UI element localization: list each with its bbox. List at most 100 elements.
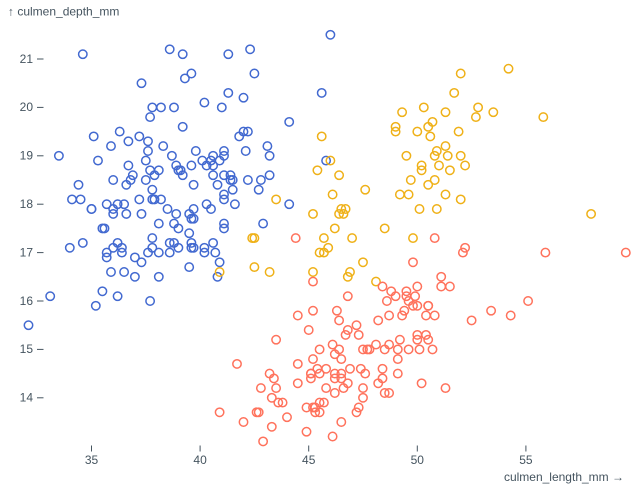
data-point	[394, 189, 405, 200]
data-point	[164, 237, 175, 248]
data-point	[538, 112, 549, 123]
data-point	[153, 218, 164, 229]
data-point	[308, 208, 318, 219]
data-point	[336, 368, 347, 379]
data-point	[314, 344, 325, 355]
data-point	[242, 175, 253, 185]
data-point	[212, 179, 223, 190]
data-point	[145, 296, 156, 306]
data-point	[401, 150, 412, 161]
data-point	[229, 199, 240, 210]
data-point	[264, 267, 275, 277]
data-point	[171, 208, 182, 219]
data-point	[177, 49, 188, 60]
data-point	[258, 218, 269, 229]
data-point	[219, 189, 229, 200]
data-point	[431, 146, 442, 156]
data-point	[373, 315, 384, 326]
data-point	[242, 126, 253, 137]
data-point	[119, 267, 130, 277]
data-point	[208, 170, 219, 181]
data-point	[405, 175, 416, 185]
data-point	[455, 194, 466, 205]
data-point	[308, 276, 318, 287]
y-tick-label: 15	[20, 342, 34, 356]
x-tick-label: 40	[193, 453, 207, 467]
data-point	[423, 334, 434, 345]
data-point	[45, 291, 56, 302]
data-point	[444, 281, 455, 292]
data-point	[440, 141, 451, 152]
data-point	[108, 175, 119, 185]
data-point	[177, 121, 188, 132]
data-point	[381, 296, 392, 306]
data-point	[358, 344, 368, 355]
data-point	[153, 247, 164, 258]
data-point	[358, 392, 368, 403]
data-point	[620, 247, 631, 258]
blue-series	[23, 29, 336, 331]
data-point	[345, 267, 355, 277]
data-point	[316, 87, 327, 98]
data-point	[390, 126, 401, 137]
data-point	[429, 150, 440, 161]
data-point	[153, 165, 164, 176]
data-point	[123, 160, 134, 171]
data-point	[460, 242, 471, 253]
data-point	[227, 184, 238, 195]
data-point	[473, 102, 484, 113]
data-point	[147, 102, 158, 113]
data-point	[116, 247, 127, 258]
data-point	[444, 165, 455, 176]
data-point	[455, 68, 466, 79]
data-point	[358, 257, 368, 268]
data-point	[416, 165, 427, 176]
data-point	[277, 397, 288, 408]
data-point	[201, 160, 212, 171]
data-point	[119, 199, 130, 210]
data-point	[431, 204, 442, 214]
data-point	[327, 431, 338, 442]
data-point	[136, 257, 147, 268]
data-point	[249, 262, 260, 273]
data-point	[408, 257, 418, 268]
data-point	[186, 160, 197, 171]
data-point	[199, 242, 210, 253]
data-point	[455, 150, 466, 161]
y-tick-label: 16	[20, 294, 34, 308]
data-point	[219, 218, 229, 229]
data-point	[334, 315, 345, 326]
data-point	[377, 363, 388, 374]
data-point	[127, 170, 138, 181]
data-point	[355, 363, 366, 374]
data-point	[308, 402, 318, 413]
data-point	[134, 194, 145, 205]
data-point	[67, 194, 77, 205]
data-point	[112, 199, 123, 210]
data-point	[147, 184, 158, 195]
data-point	[303, 325, 314, 335]
data-point	[377, 281, 388, 292]
data-point	[264, 150, 275, 161]
data-point	[101, 199, 112, 210]
data-point	[177, 170, 188, 181]
data-point	[412, 334, 423, 345]
data-point	[208, 237, 219, 248]
data-point	[216, 102, 227, 113]
data-point	[329, 368, 340, 379]
data-point	[327, 189, 338, 200]
data-point	[227, 175, 238, 185]
data-point	[342, 271, 353, 282]
data-point	[169, 102, 179, 113]
data-point	[268, 373, 279, 384]
data-point	[342, 378, 353, 389]
data-point	[390, 121, 401, 132]
data-point	[169, 218, 179, 229]
data-point	[219, 223, 229, 234]
data-point	[164, 247, 175, 258]
data-point	[505, 310, 516, 321]
data-point	[179, 73, 190, 84]
data-point	[336, 417, 347, 427]
data-point	[108, 242, 119, 253]
data-point	[460, 160, 471, 171]
